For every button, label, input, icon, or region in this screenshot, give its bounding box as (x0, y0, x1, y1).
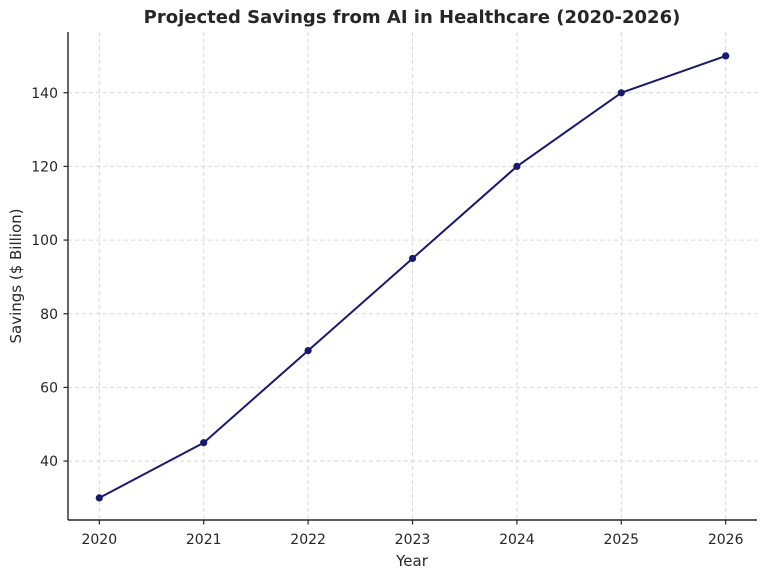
y-tick-label: 80 (40, 307, 58, 323)
x-tick-label: 2022 (290, 532, 326, 548)
x-tick-label: 2023 (395, 532, 431, 548)
y-tick-label: 40 (40, 454, 58, 470)
y-tick-label: 120 (31, 159, 58, 175)
x-tick-label: 2020 (81, 532, 117, 548)
y-tick-label: 100 (31, 233, 58, 249)
grid-layer (68, 32, 757, 520)
x-tick-label: 2021 (186, 532, 222, 548)
data-point (722, 52, 730, 60)
data-point (408, 254, 417, 263)
data-point (304, 347, 312, 355)
data-point (617, 89, 625, 97)
tick-label-layer: 2020 2021 2022 2023 2024 2025 2026 40 60 80 100 120… (31, 86, 743, 548)
series-layer (95, 52, 730, 502)
data-point (513, 162, 521, 170)
y-axis-label: Savings ($ Billion) (7, 208, 25, 343)
axes-layer (63, 32, 757, 525)
x-tick-label: 2025 (603, 532, 639, 548)
y-tick-label: 60 (40, 380, 58, 396)
data-point (200, 439, 208, 447)
x-axis-label: Year (395, 552, 429, 570)
chart-title: Projected Savings from AI in Healthcare … (144, 7, 681, 28)
y-tick-label: 140 (31, 86, 58, 102)
x-tick-label: 2026 (708, 532, 744, 548)
data-point (95, 494, 103, 502)
x-tick-label: 2024 (499, 532, 535, 548)
